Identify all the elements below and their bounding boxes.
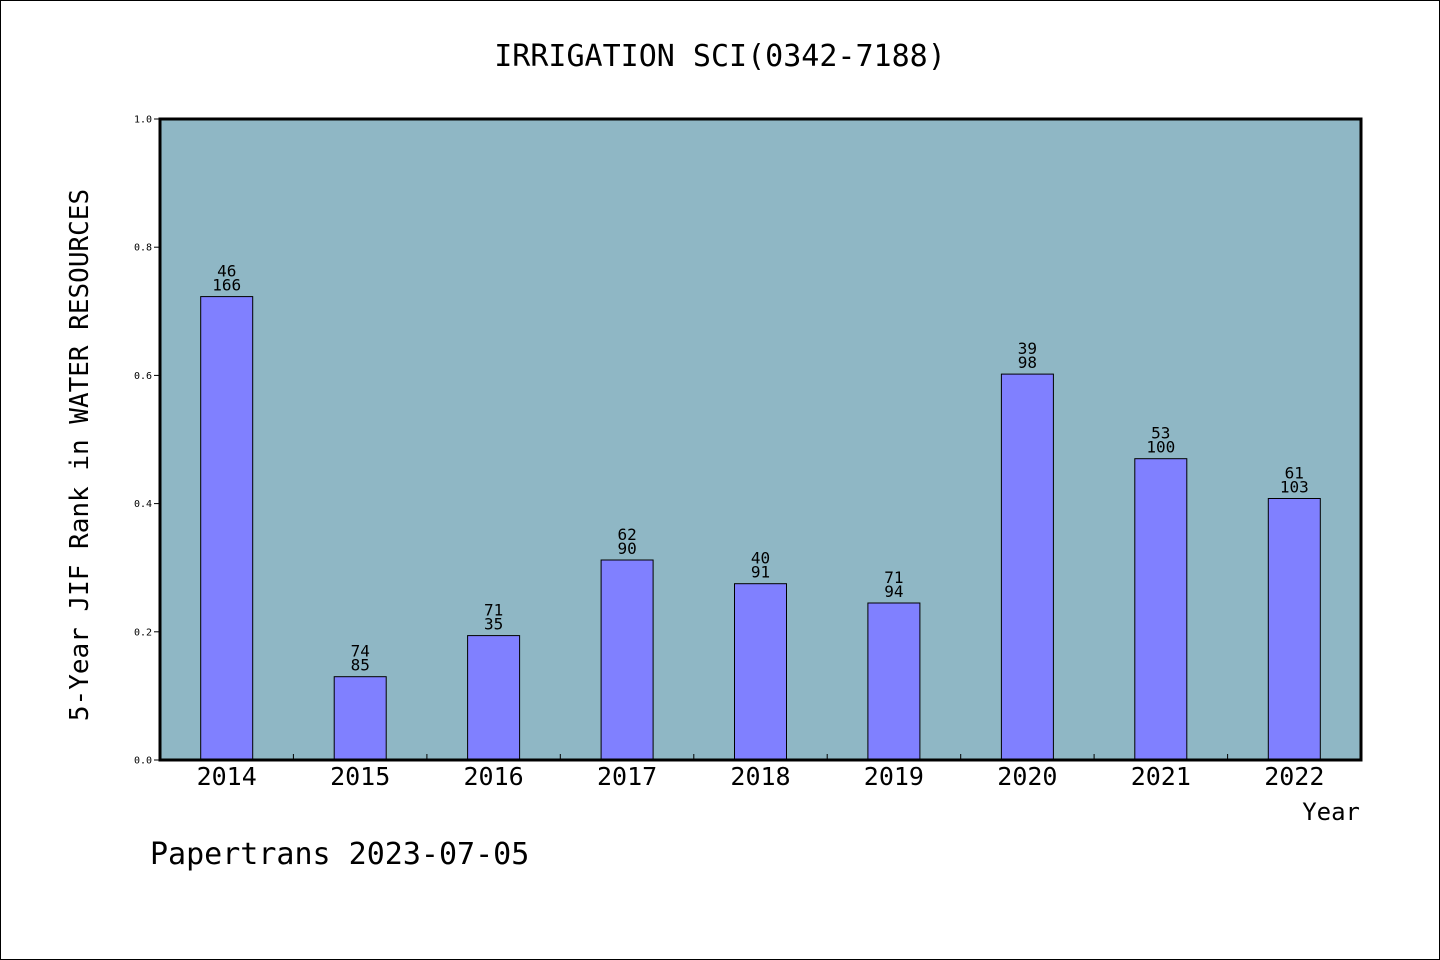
bar-2015	[333, 676, 387, 761]
bar-label-total-2021: 100	[1146, 438, 1175, 457]
bar-label-rank-2014: 46	[217, 262, 236, 281]
x-tick-label-2019: 2019	[864, 762, 924, 791]
bar-label-total-2022: 103	[1280, 478, 1309, 497]
plot-frame	[158, 117, 1363, 762]
x-tick-label-2017: 2017	[597, 762, 657, 791]
bar-label-total-2019: 94	[884, 582, 903, 601]
x-axis-ticks: 2014 2015 2016 2017 2018 2019 2020 2021 2022	[197, 754, 1324, 791]
x-tick-label-2021: 2021	[1131, 762, 1191, 791]
y-tick-label-0.8: 0.8	[134, 243, 152, 254]
bar-label-total-2015: 85	[351, 656, 370, 675]
bar-label-rank-2020: 39	[1018, 339, 1037, 358]
bar-label-total-2018: 91	[751, 563, 770, 582]
bar-2020	[1000, 373, 1054, 761]
y-axis-label: 5-Year JIF Rank in WATER RESOURCES	[65, 189, 95, 721]
bar-2014	[200, 296, 254, 761]
bars-group	[200, 296, 1321, 761]
y-axis-ticks: 0.0 0.2 0.4 0.6 0.8 1.0	[134, 115, 160, 767]
bar-label-total-2014: 166	[212, 276, 241, 295]
bar-label-rank-2017: 62	[617, 525, 636, 544]
x-tick-label-2020: 2020	[997, 762, 1057, 791]
footer-credit: Papertrans 2023-07-05	[150, 837, 529, 872]
bar-2016	[467, 635, 521, 761]
bar-2017	[600, 559, 654, 761]
chart-title: IRRIGATION SCI(0342-7188)	[494, 39, 946, 74]
x-tick-label-2022: 2022	[1264, 762, 1324, 791]
bar-label-rank-2022: 61	[1285, 464, 1304, 483]
bar-label-rank-2015: 74	[351, 642, 370, 661]
y-tick-label-1.0: 1.0	[134, 115, 152, 126]
bar-label-total-2017: 90	[617, 539, 636, 558]
bar-2018	[734, 583, 787, 761]
x-tick-label-2014: 2014	[197, 762, 257, 791]
x-tick-label-2018: 2018	[730, 762, 790, 791]
y-tick-label-0.0: 0.0	[134, 756, 152, 767]
bar-2021	[1134, 458, 1188, 761]
bar-label-rank-2016: 71	[484, 601, 503, 620]
bar-label-total-2020: 98	[1018, 353, 1037, 372]
bar-label-total-2016: 35	[484, 615, 503, 634]
bar-label-rank-2021: 53	[1151, 424, 1170, 443]
x-axis-label: Year	[1302, 798, 1360, 826]
x-tick-label-2015: 2015	[330, 762, 390, 791]
y-tick-label-0.6: 0.6	[134, 371, 152, 382]
bar-label-rank-2018: 40	[751, 549, 770, 568]
y-tick-label-0.2: 0.2	[134, 627, 152, 638]
bar-2019	[867, 602, 921, 761]
bar-label-rank-2019: 71	[884, 568, 903, 587]
y-tick-label-0.4: 0.4	[134, 499, 152, 510]
bar-2022	[1267, 498, 1321, 761]
x-tick-label-2016: 2016	[463, 762, 523, 791]
